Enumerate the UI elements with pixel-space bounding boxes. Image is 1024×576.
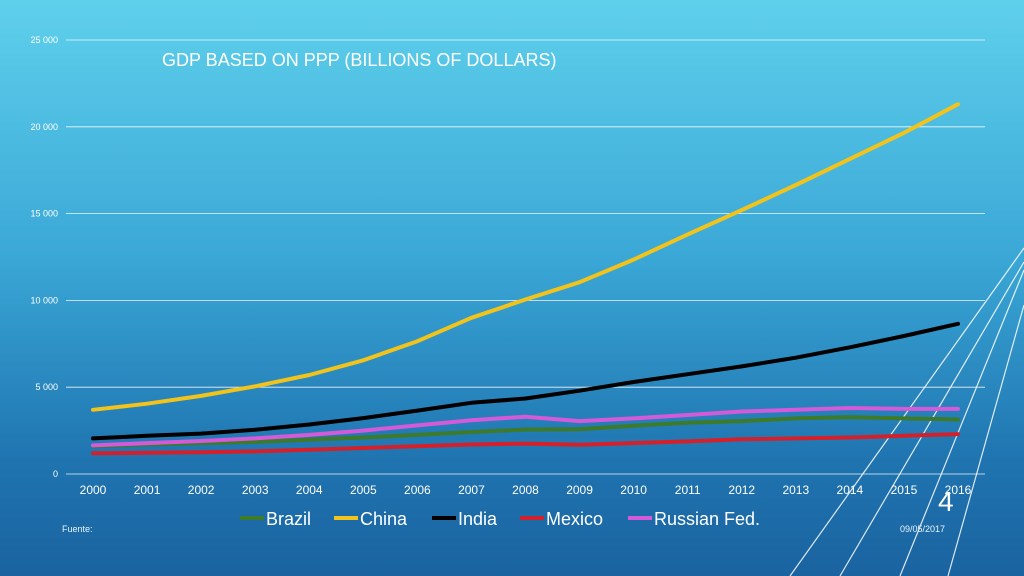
decorative-line — [947, 304, 1024, 576]
decorative-lines — [789, 247, 1024, 576]
legend-label: Mexico — [546, 509, 603, 529]
x-tick-label: 2003 — [242, 483, 269, 497]
series-line-mexico — [91, 432, 960, 456]
x-tick-label: 2000 — [80, 483, 107, 497]
chart-title: GDP BASED ON PPP (BILLIONS OF DOLLARS) — [162, 50, 556, 70]
series-line-russian-fed — [91, 406, 960, 448]
y-tick-label: 15 000 — [30, 209, 58, 219]
decorative-line — [789, 247, 1024, 576]
footer-date: 09/05/2017 — [900, 524, 946, 534]
x-tick-label: 2006 — [404, 483, 431, 497]
x-tick-label: 2016 — [945, 483, 972, 497]
legend-label: Russian Fed. — [654, 509, 760, 529]
y-axis-ticks: 0 5 000 10 000 15 000 20 000 25 000 — [30, 35, 58, 479]
series-lines — [91, 102, 960, 456]
x-tick-label: 2012 — [728, 483, 755, 497]
series-line-brazil — [91, 415, 960, 449]
x-tick-label: 2011 — [675, 483, 701, 497]
legend-label: India — [458, 509, 498, 529]
x-axis-ticks: 2000 2001 2002 2003 2004 2005 2006 2007 2008 2009… — [80, 483, 972, 497]
x-tick-label: 2004 — [296, 483, 323, 497]
x-tick-label: 2008 — [512, 483, 539, 497]
y-tick-label: 10 000 — [30, 295, 58, 305]
slide-number: 4 — [938, 486, 954, 517]
y-tick-label: 20 000 — [30, 122, 58, 132]
x-tick-label: 2002 — [188, 483, 215, 497]
x-tick-label: 2005 — [350, 483, 377, 497]
y-tick-label: 25 000 — [30, 35, 58, 45]
legend-label: Brazil — [266, 509, 311, 529]
x-tick-label: 2014 — [837, 483, 864, 497]
series-line-china — [91, 102, 960, 412]
x-tick-label: 2013 — [782, 483, 809, 497]
legend-label: China — [360, 509, 408, 529]
x-tick-label: 2010 — [620, 483, 647, 497]
y-tick-label: 5 000 — [35, 382, 58, 392]
decorative-line — [899, 269, 1024, 576]
footer-source: Fuente: — [62, 524, 93, 534]
x-tick-label: 2015 — [891, 483, 918, 497]
legend: Brazil China India Mexico Russian Fed. — [240, 509, 760, 529]
y-tick-label: 0 — [53, 469, 58, 479]
x-tick-label: 2007 — [458, 483, 485, 497]
x-tick-label: 2001 — [134, 483, 161, 497]
series-line-india — [91, 321, 960, 441]
x-tick-label: 2009 — [566, 483, 593, 497]
